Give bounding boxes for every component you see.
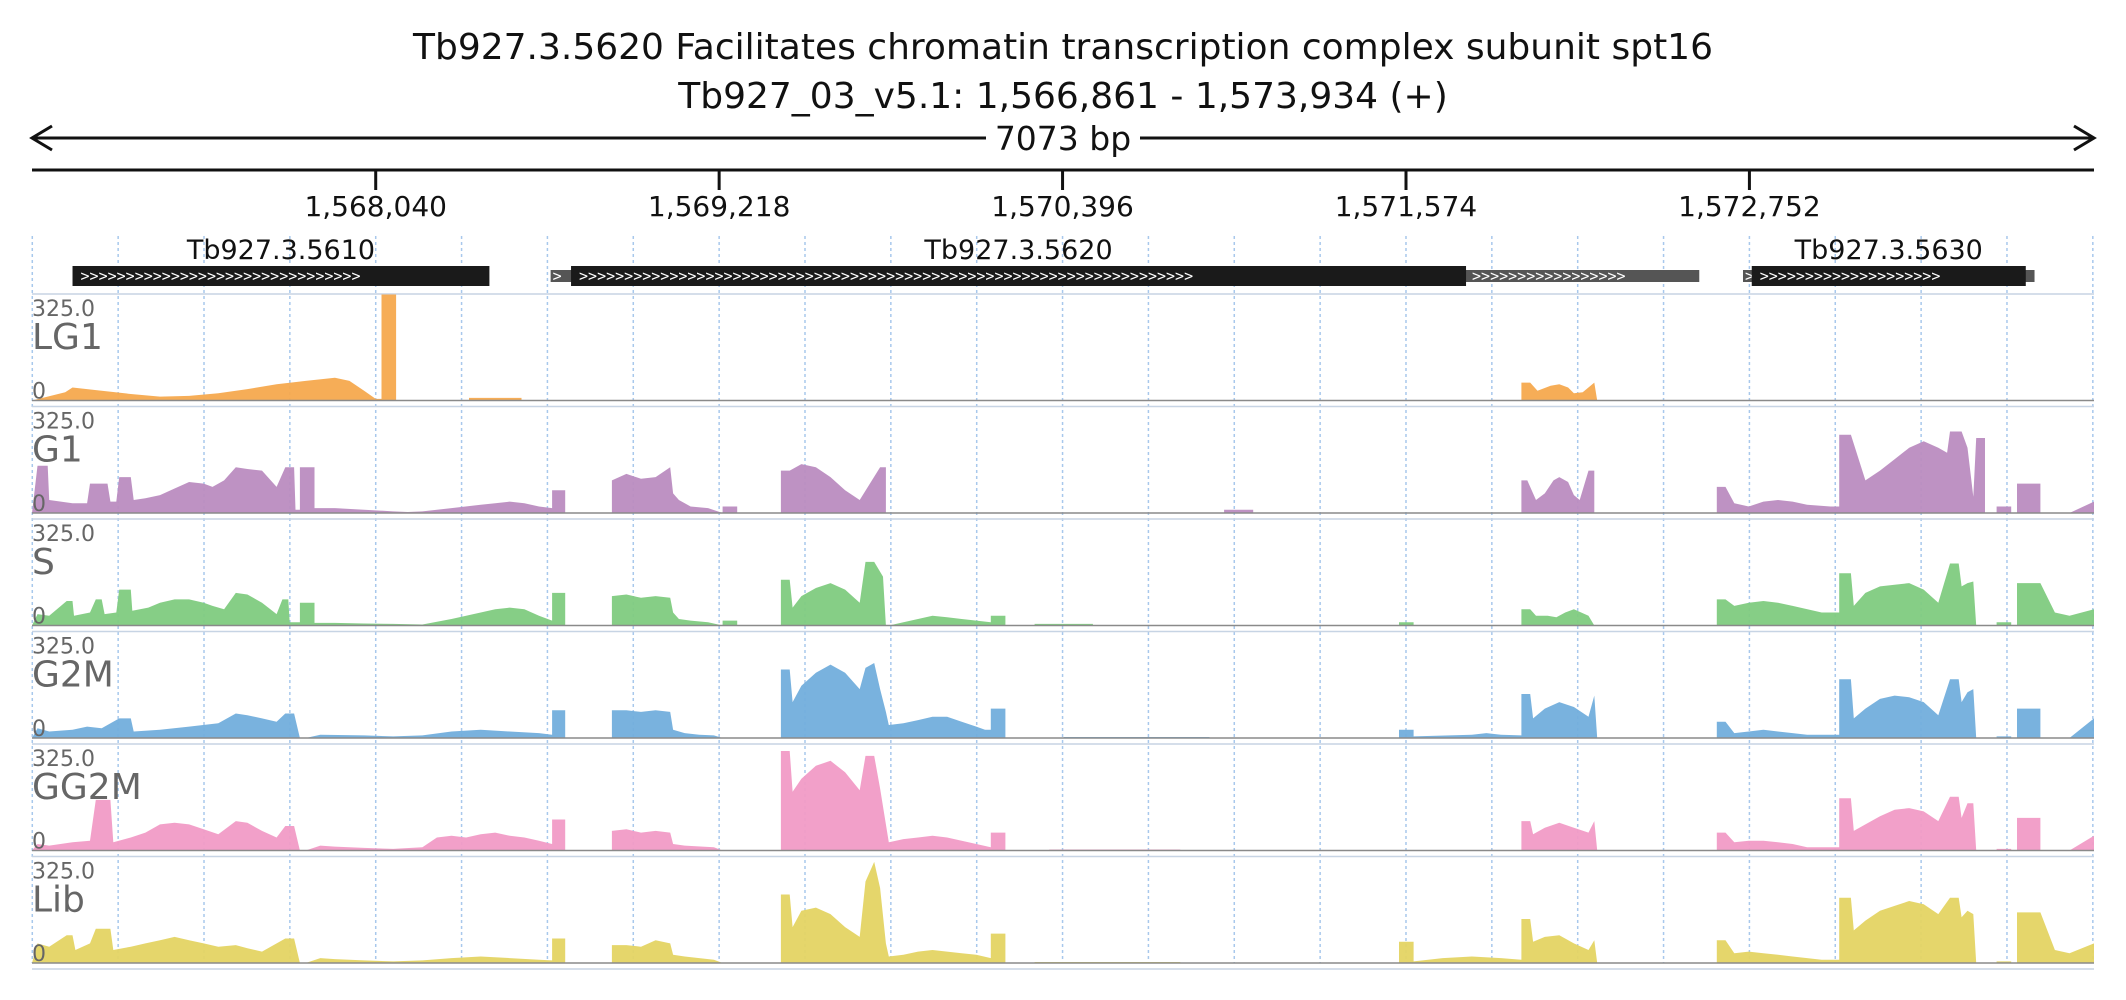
track-name: G1 <box>32 430 83 471</box>
track-max-label: 325.0 <box>32 522 95 547</box>
coverage-area <box>32 751 2094 851</box>
x-tick-label: 1,572,752 <box>1678 190 1821 223</box>
track-name: G2M <box>32 655 114 696</box>
strand-chevron-icon: >>>>>>>>>>>>>>>>>>>> <box>1760 267 1941 285</box>
chart-title: Tb927.3.5620 Facilitates chromatin trans… <box>412 27 1713 68</box>
track-min-label: 0 <box>32 717 46 742</box>
track-name: LG1 <box>32 317 103 358</box>
track-name: S <box>32 542 55 583</box>
track-max-label: 325.0 <box>32 297 95 322</box>
strand-chevron-icon: > <box>553 267 562 285</box>
gene-name: Tb927.3.5620 <box>923 235 1112 266</box>
x-tick-label: 1,570,396 <box>991 190 1134 223</box>
strand-chevron-icon: > <box>1745 267 1754 285</box>
track-max-label: 325.0 <box>32 747 95 772</box>
gene-name: Tb927.3.5610 <box>186 235 375 266</box>
coverage-area <box>32 663 2094 738</box>
x-tick-label: 1,571,574 <box>1335 190 1478 223</box>
gene-name: Tb927.3.5630 <box>1794 235 1983 266</box>
coverage-area <box>32 861 2094 963</box>
gene-body <box>571 266 1467 286</box>
arrow-left-icon <box>29 124 53 152</box>
gridlines <box>31 236 2094 963</box>
track-max-label: 325.0 <box>32 410 95 435</box>
gene-track: >>>>>>>>>>>>>>>>>>>>>>>>>>>>>>>Tb927.3.5… <box>72 235 2035 286</box>
coverage-area <box>32 431 2094 513</box>
strand-chevron-icon: >>>>>>>>>>>>>>>>>>>>>>>>>>>>>>>>>>>>>>>>… <box>579 267 1193 285</box>
track-min-label: 0 <box>32 830 46 855</box>
track-min-label: 0 <box>32 492 46 517</box>
strand-chevron-icon: >>>>>>>>>>>>>>>>>>>>>>>>>>>>>>> <box>81 267 361 285</box>
track-min-label: 0 <box>32 380 46 405</box>
track-name: GG2M <box>32 767 142 808</box>
track-max-label: 325.0 <box>32 860 95 885</box>
track-min-label: 0 <box>32 605 46 630</box>
track-max-label: 325.0 <box>32 635 95 660</box>
coverage-tracks: 325.0LG10325.0G10325.0S0325.0G2M0325.0GG… <box>32 293 2094 970</box>
chart-subtitle: Tb927_03_v5.1: 1,566,861 - 1,573,934 (+) <box>677 76 1448 117</box>
span-arrow: 7073 bp <box>29 119 2097 158</box>
x-tick-label: 1,568,040 <box>304 190 447 223</box>
track-min-label: 0 <box>32 942 46 967</box>
x-axis-ticks: 1,568,040 1,569,218 1,570,396 1,571,574 1,57… <box>304 170 1821 223</box>
track-s: 325.0S 0 <box>32 518 2094 630</box>
arrow-right-icon <box>2073 124 2097 152</box>
gene-body <box>1751 266 2026 286</box>
x-tick-label: 1,569,218 <box>648 190 791 223</box>
gene-body <box>72 266 490 286</box>
track-g1: 325.0G1 0 <box>32 405 2094 517</box>
coverage-area <box>32 561 2094 626</box>
track-name: Lib <box>32 880 85 921</box>
strand-chevron-icon: >>>>>>>>>>>>>>>>> <box>1472 267 1626 285</box>
span-label: 7073 bp <box>995 119 1131 158</box>
